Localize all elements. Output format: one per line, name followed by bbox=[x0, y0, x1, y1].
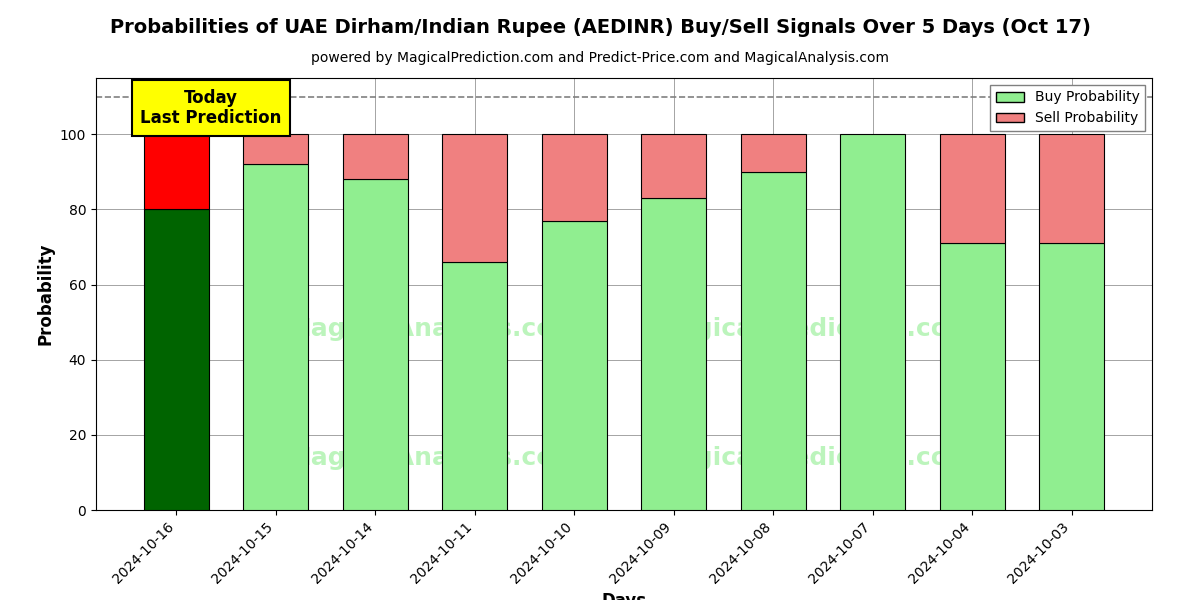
Bar bbox=[940, 134, 1004, 243]
Bar bbox=[443, 262, 508, 510]
Bar bbox=[642, 134, 706, 198]
X-axis label: Days: Days bbox=[601, 592, 647, 600]
Bar bbox=[244, 164, 308, 510]
Bar bbox=[740, 134, 805, 172]
Legend: Buy Probability, Sell Probability: Buy Probability, Sell Probability bbox=[990, 85, 1145, 131]
Bar bbox=[740, 172, 805, 510]
Text: MagicalPrediction.com: MagicalPrediction.com bbox=[654, 317, 974, 341]
Bar bbox=[343, 134, 408, 179]
Text: MagicalAnalysis.com: MagicalAnalysis.com bbox=[287, 446, 581, 470]
Bar bbox=[542, 221, 606, 510]
Text: MagicalPrediction.com: MagicalPrediction.com bbox=[654, 446, 974, 470]
Bar bbox=[940, 243, 1004, 510]
Text: Probabilities of UAE Dirham/Indian Rupee (AEDINR) Buy/Sell Signals Over 5 Days (: Probabilities of UAE Dirham/Indian Rupee… bbox=[109, 18, 1091, 37]
Text: Today
Last Prediction: Today Last Prediction bbox=[140, 89, 282, 127]
Bar bbox=[642, 198, 706, 510]
Bar bbox=[443, 134, 508, 262]
Bar bbox=[343, 179, 408, 510]
Bar bbox=[840, 134, 905, 510]
Bar bbox=[1039, 243, 1104, 510]
Bar bbox=[144, 134, 209, 209]
Text: MagicalAnalysis.com: MagicalAnalysis.com bbox=[287, 317, 581, 341]
Bar bbox=[144, 209, 209, 510]
Bar bbox=[542, 134, 606, 221]
Text: powered by MagicalPrediction.com and Predict-Price.com and MagicalAnalysis.com: powered by MagicalPrediction.com and Pre… bbox=[311, 51, 889, 65]
Bar bbox=[244, 134, 308, 164]
Bar bbox=[1039, 134, 1104, 243]
Y-axis label: Probability: Probability bbox=[36, 243, 54, 345]
